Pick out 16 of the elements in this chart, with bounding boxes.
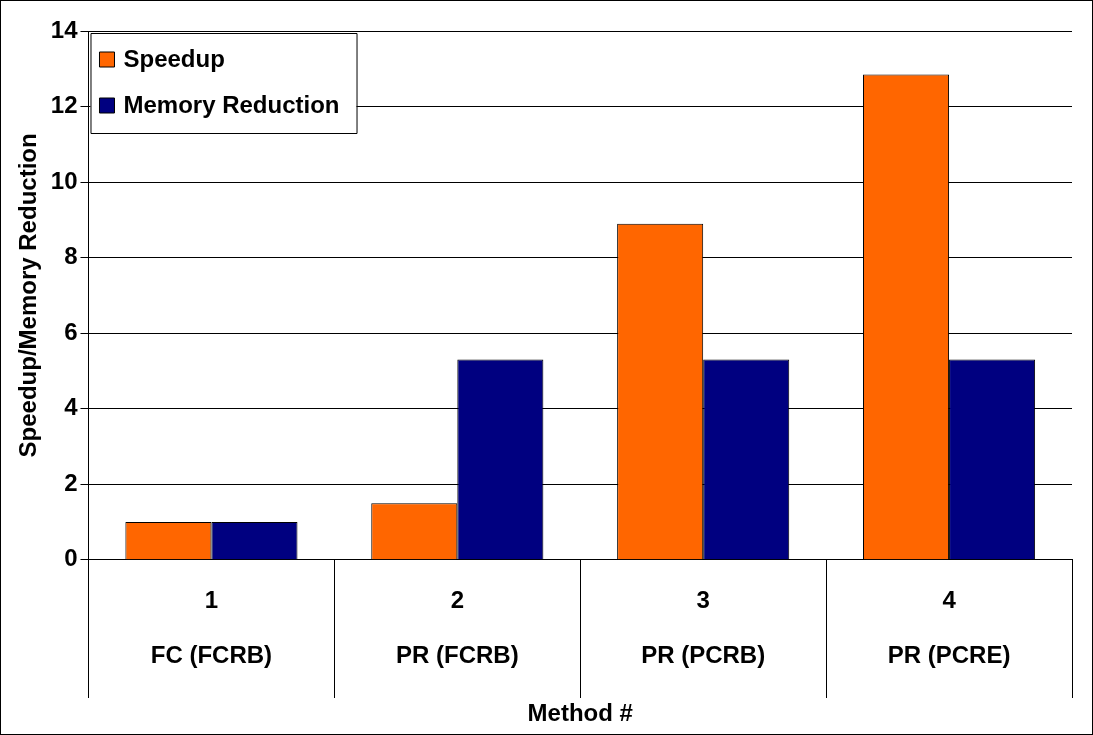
x-tick-label: 1 FC (FCRB)	[150, 586, 273, 669]
y-tick-label: 4	[64, 393, 79, 421]
y-tick-label: 0	[64, 544, 78, 572]
y-tick-label: 12	[50, 91, 78, 119]
y-axis-title: Speedup/Memory Reduction	[14, 133, 42, 458]
x-tick-label: 4 PR (PCRE)	[887, 586, 1011, 669]
y-tick-label: 8	[64, 242, 78, 270]
x-tick-label: 3 PR (PCRB)	[641, 586, 766, 669]
y-tick-label: 2	[64, 468, 78, 496]
y-tick-label: 14	[50, 15, 79, 43]
legend-label: Memory Reduction	[123, 90, 340, 118]
y-tick-label: 6	[64, 317, 78, 345]
x-tick-label: 2 PR (FCRB)	[395, 586, 519, 669]
y-tick-label: 10	[50, 166, 78, 194]
x-axis-title: Method #	[527, 699, 633, 727]
legend-label: Speedup	[123, 44, 225, 72]
